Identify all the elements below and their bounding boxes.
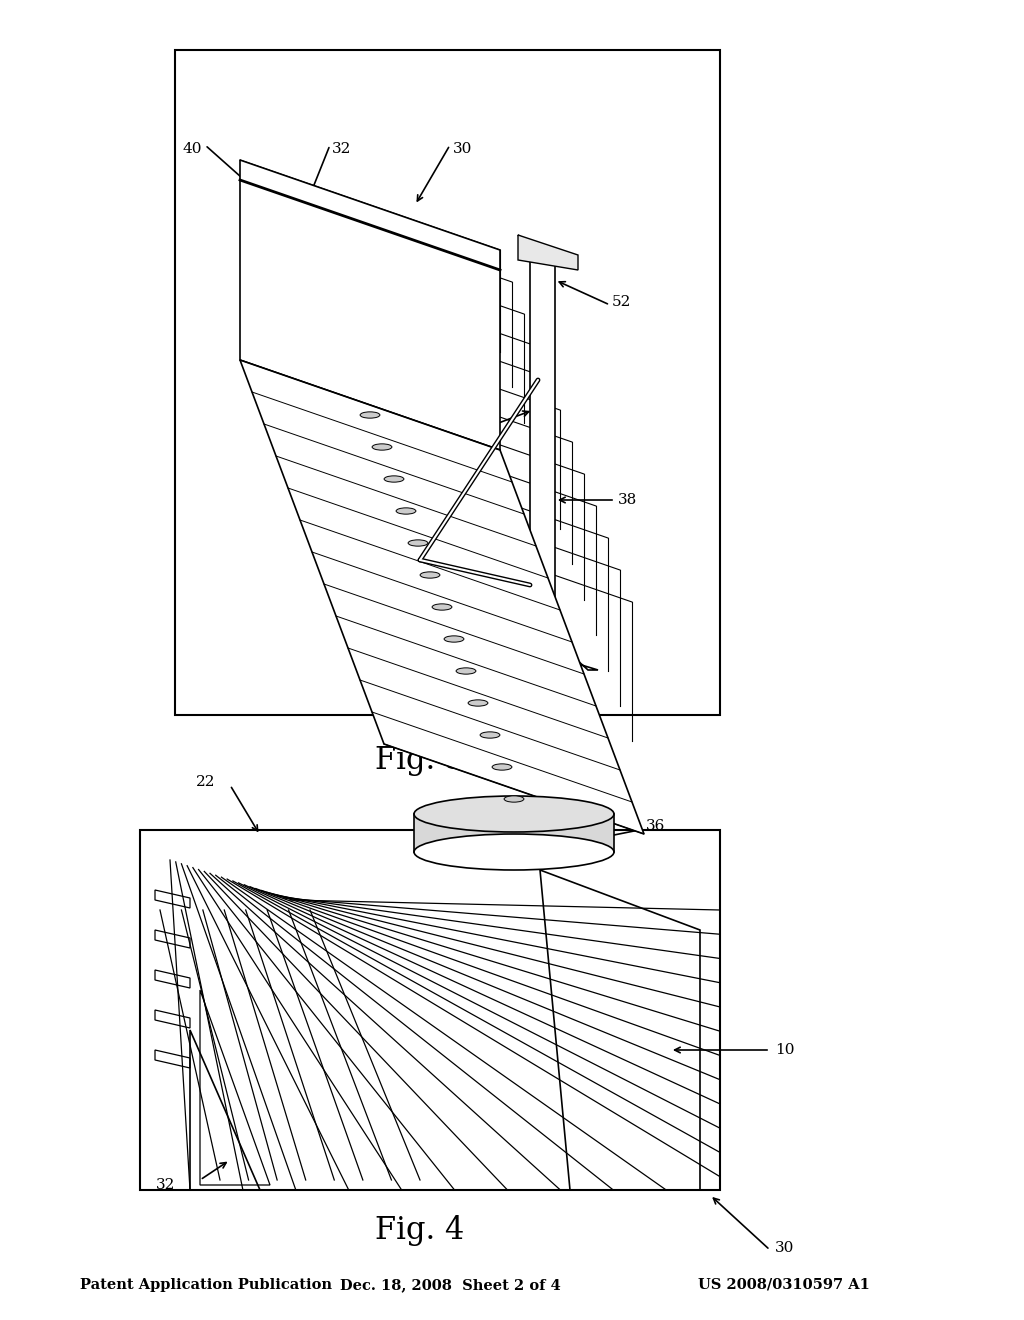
Polygon shape [518,235,598,671]
Ellipse shape [420,572,440,578]
Text: 32: 32 [332,143,351,156]
Text: 30: 30 [453,143,472,156]
Ellipse shape [414,796,614,832]
Ellipse shape [372,444,392,450]
Ellipse shape [396,508,416,515]
Text: 54: 54 [449,516,468,531]
Text: 36: 36 [646,818,666,833]
Ellipse shape [456,668,476,675]
Text: 40: 40 [182,143,202,156]
Text: 10: 10 [775,1043,795,1057]
Text: 38: 38 [618,492,637,507]
Ellipse shape [384,475,403,482]
Text: US 2008/0310597 A1: US 2008/0310597 A1 [698,1278,870,1292]
Ellipse shape [468,700,487,706]
Polygon shape [240,160,500,450]
Ellipse shape [409,540,428,546]
Text: Dec. 18, 2008  Sheet 2 of 4: Dec. 18, 2008 Sheet 2 of 4 [340,1278,560,1292]
Polygon shape [518,235,578,271]
Polygon shape [414,814,614,851]
Text: 22: 22 [196,775,215,789]
Text: 30: 30 [775,1241,795,1255]
Text: Patent Application Publication: Patent Application Publication [80,1278,332,1292]
Ellipse shape [504,796,524,803]
Text: 52: 52 [612,294,632,309]
Ellipse shape [493,764,512,770]
Ellipse shape [432,603,452,610]
Text: 42: 42 [459,425,478,440]
Ellipse shape [480,731,500,738]
Ellipse shape [360,412,380,418]
Ellipse shape [414,834,614,870]
Text: Fig. 4: Fig. 4 [376,1214,465,1246]
Ellipse shape [444,636,464,642]
Polygon shape [240,360,644,834]
Text: 32: 32 [156,1177,175,1192]
Text: Fig. 5: Fig. 5 [375,744,465,776]
